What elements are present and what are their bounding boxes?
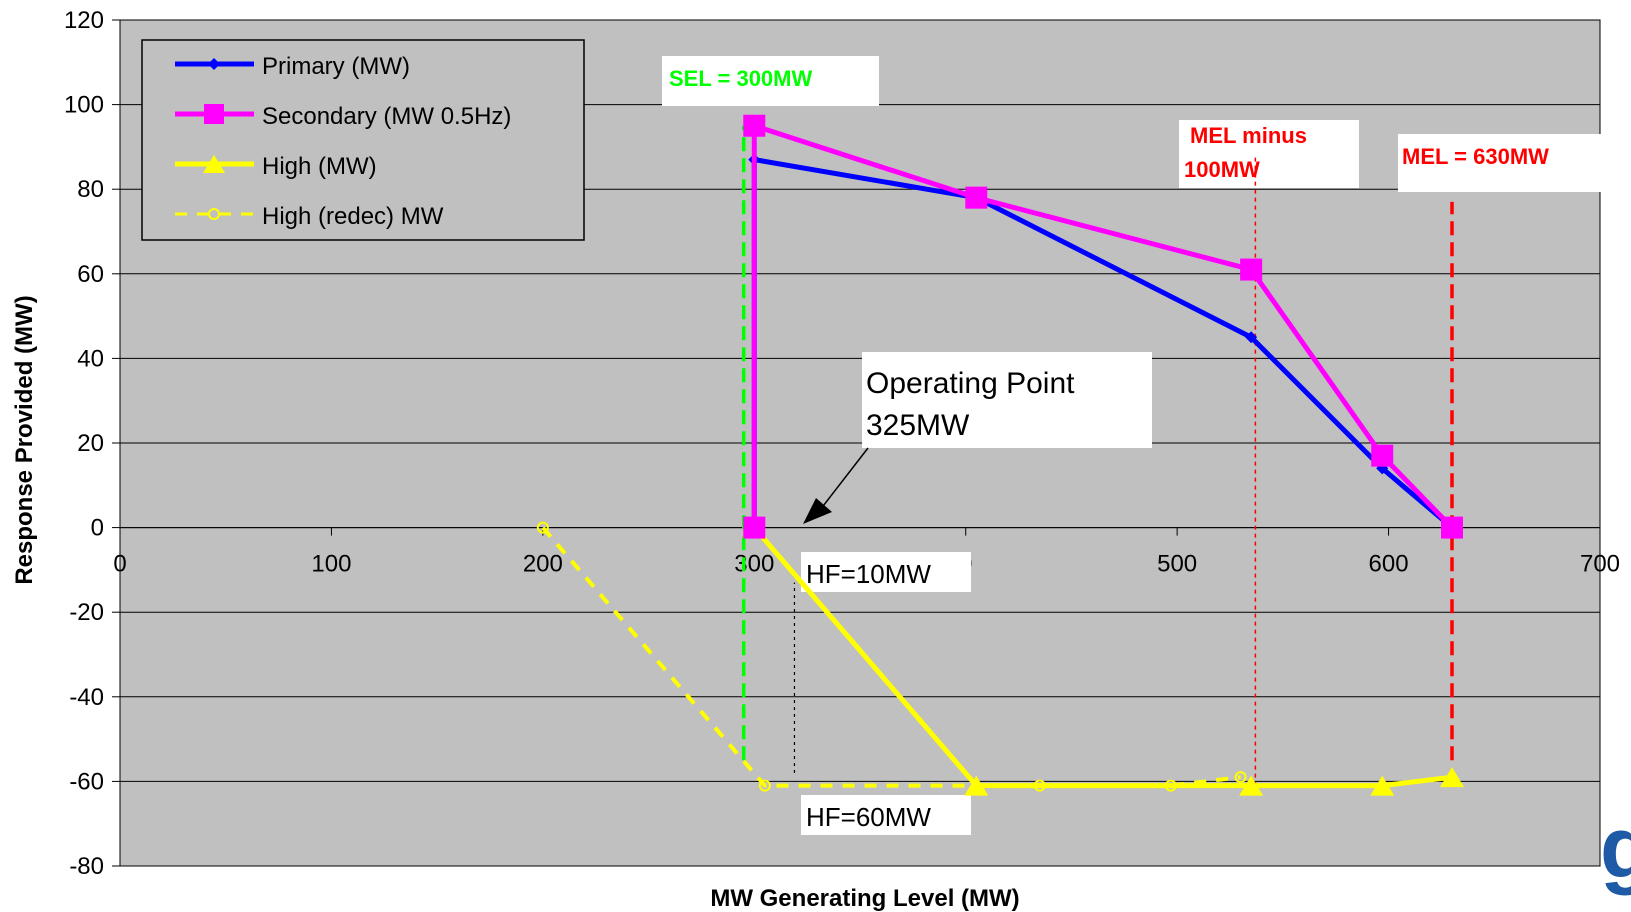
y-tick-label: -40: [69, 684, 104, 711]
y-tick-label: 0: [91, 515, 104, 542]
y-tick-label: 80: [77, 176, 104, 203]
x-tick-label: 0: [113, 551, 126, 578]
data-point: [1441, 516, 1463, 539]
data-point: [204, 104, 224, 124]
series-line: [541, 526, 1241, 788]
y-tick-label: 120: [64, 7, 104, 34]
operating-point-label-line1: Operating Point: [866, 367, 1075, 400]
data-point: [743, 114, 766, 137]
hf10-label-bg: [801, 552, 971, 592]
legend-label-primary: Primary (MW): [262, 53, 410, 80]
data-point: [965, 186, 988, 209]
legend-box: [141, 39, 585, 241]
x-tick-label: 300: [734, 551, 774, 578]
legend: Primary (MW) Secondary (MW 0.5Hz) High (…: [141, 39, 585, 241]
legend-label-high-redec: High (redec) MW: [262, 203, 444, 230]
x-tick-label: 200: [523, 551, 563, 578]
data-point: [1234, 771, 1247, 784]
data-point: [208, 58, 220, 70]
data-point: [1239, 775, 1264, 796]
y-tick-label: 100: [64, 92, 104, 119]
data-point: [1240, 258, 1263, 281]
data-point: [1371, 444, 1394, 467]
series-line: [751, 123, 1454, 530]
legend-label-secondary: Secondary (MW 0.5Hz): [262, 103, 511, 130]
x-tick-label: 100: [311, 551, 351, 578]
hf10-label: HF=10MW: [806, 559, 931, 589]
data-point: [203, 155, 225, 173]
mel-minus-label-line1: MEL minus: [1190, 123, 1307, 148]
hf60-label: HF=60MW: [806, 802, 931, 832]
operating-point-arrow-line: [819, 447, 869, 511]
hf60-label-bg: [801, 795, 971, 835]
mel-label-bg: [1398, 134, 1631, 192]
x-axis-title: MW Generating Level (MW): [710, 885, 1019, 912]
y-tick-label: -80: [69, 853, 104, 880]
legend-swatches: [175, 58, 254, 220]
series-lines: [536, 114, 1464, 796]
y-tick-label: 40: [77, 345, 104, 372]
y-tick-label: -20: [69, 599, 104, 626]
x-tick-label: 600: [1369, 551, 1409, 578]
legend-label-high: High (MW): [262, 153, 377, 180]
y-axis-title: Response Provided (MW): [11, 295, 38, 584]
data-point: [1370, 775, 1395, 796]
mel-minus-label-bg: [1179, 120, 1359, 188]
mel-minus-label-line2: 100MW: [1184, 157, 1260, 182]
data-point: [1245, 331, 1258, 344]
logo-fragment: g: [1600, 800, 1631, 896]
reference-lines: [741, 125, 1454, 786]
operating-point-label-bg: [862, 352, 1152, 448]
data-point: [964, 775, 989, 796]
operating-point-arrow-head: [803, 498, 832, 524]
mel-label: MEL = 630MW: [1402, 144, 1549, 169]
sel-label: SEL = 300MW: [669, 66, 812, 91]
data-point: [743, 516, 766, 539]
y-tick-label: 20: [77, 430, 104, 457]
x-tick-label: 700: [1580, 551, 1620, 578]
x-tick-label: 500: [1157, 551, 1197, 578]
data-point: [1440, 767, 1464, 788]
y-tick-label: -60: [69, 768, 104, 795]
data-point: [536, 521, 549, 534]
tick-labels: -80-60-40-200204060801001200100200300050…: [64, 7, 1620, 880]
sel-label-bg: [662, 56, 879, 106]
data-point: [758, 779, 771, 792]
y-tick-label: 60: [77, 261, 104, 288]
data-point: [208, 208, 220, 220]
operating-point-label-line2: 325MW: [866, 409, 970, 442]
